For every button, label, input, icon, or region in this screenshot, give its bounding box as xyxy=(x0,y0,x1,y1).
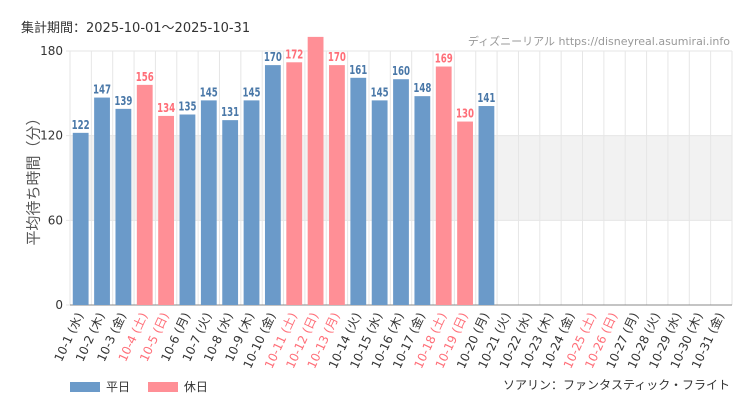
y-tick-label: 0 xyxy=(55,298,63,312)
bar xyxy=(264,65,281,305)
period-label: 集計期間：2025-10-01〜2025-10-31 xyxy=(21,21,251,36)
y-tick-label: 180 xyxy=(40,44,63,58)
legend-item-weekday[interactable]: 平日 xyxy=(70,378,130,395)
bar xyxy=(307,36,324,305)
bar-value-label: 134 xyxy=(157,102,175,116)
bar xyxy=(243,100,260,305)
bar xyxy=(136,84,153,305)
bar xyxy=(371,100,388,305)
y-axis-title: 平均待ち時間（分） xyxy=(24,110,43,246)
bar xyxy=(72,132,89,305)
bar xyxy=(286,62,303,305)
bar xyxy=(115,108,132,305)
bar-value-label: 122 xyxy=(72,119,90,133)
bar xyxy=(200,100,217,305)
bar-value-label: 145 xyxy=(200,86,218,100)
bar xyxy=(435,66,452,305)
site-credit: ディズニーリアル https://disneyreal.asumirai.inf… xyxy=(467,35,730,48)
bar-value-label: 170 xyxy=(328,51,346,65)
bar-value-label: 169 xyxy=(435,52,453,66)
bar-value-label: 160 xyxy=(392,65,410,79)
bar-value-label: 148 xyxy=(413,82,431,96)
bar-value-label: 161 xyxy=(349,63,367,77)
bar-value-label: 135 xyxy=(178,100,196,114)
y-tick-label: 120 xyxy=(40,129,63,143)
bar-value-label: 139 xyxy=(114,95,132,109)
bar xyxy=(478,106,495,305)
bar-value-label: 130 xyxy=(456,107,474,121)
bar xyxy=(393,79,409,305)
legend-label-holiday: 休日 xyxy=(183,380,208,394)
y-tick-label: 60 xyxy=(48,213,63,227)
bar-value-label: 172 xyxy=(285,48,303,62)
bar xyxy=(94,97,110,305)
bar xyxy=(350,77,367,305)
bar-value-label: 145 xyxy=(243,86,261,100)
bar-value-label: 156 xyxy=(136,71,154,85)
bar-value-label: 147 xyxy=(93,83,111,97)
bar xyxy=(457,121,473,305)
legend-label-weekday: 平日 xyxy=(106,380,131,394)
bar xyxy=(222,120,239,305)
bar xyxy=(414,96,431,305)
legend-item-holiday[interactable]: 休日 xyxy=(147,378,208,395)
bar-value-label: 170 xyxy=(264,51,282,65)
bar-value-label: 145 xyxy=(371,86,389,100)
bar xyxy=(329,65,345,305)
bar-value-label: 131 xyxy=(221,106,239,120)
bar-value-label: 141 xyxy=(477,92,495,106)
legend-swatch-holiday xyxy=(147,381,178,392)
bar xyxy=(179,114,196,305)
legend-swatch-weekday xyxy=(70,381,100,392)
bar xyxy=(158,115,174,305)
attraction-name: ソアリン：ファンタスティック・フライト xyxy=(502,378,730,392)
legend: 平日 休日 xyxy=(70,378,222,395)
